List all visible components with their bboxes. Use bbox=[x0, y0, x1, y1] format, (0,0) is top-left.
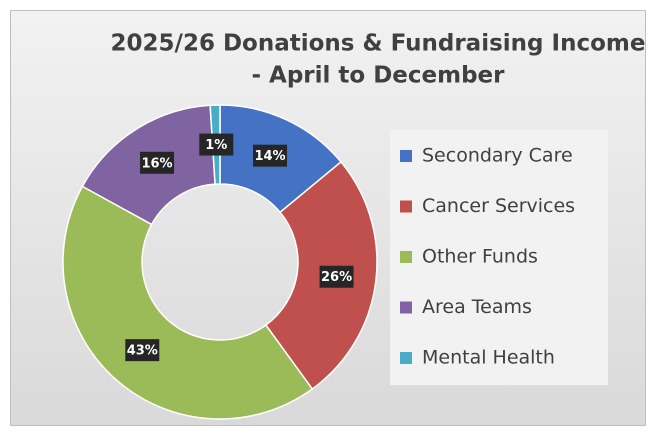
legend-label: Area Teams bbox=[422, 296, 532, 318]
legend-swatch bbox=[400, 301, 412, 314]
chart-title: 2025/26 Donations & Fundraising Income bbox=[111, 31, 646, 57]
chart-title: - April to December bbox=[251, 63, 505, 89]
legend-label: Mental Health bbox=[422, 347, 555, 369]
legend-label: Secondary Care bbox=[422, 145, 573, 167]
data-label: 14% bbox=[254, 149, 285, 164]
data-label: 26% bbox=[321, 270, 352, 285]
data-label-box bbox=[319, 265, 354, 288]
data-label-box bbox=[199, 133, 234, 156]
legend-swatch bbox=[400, 150, 412, 162]
data-label: 1% bbox=[205, 138, 227, 153]
data-label-box bbox=[140, 151, 175, 174]
legend-label: Cancer Services bbox=[422, 195, 575, 217]
legend-swatch bbox=[400, 251, 412, 263]
data-label: 16% bbox=[141, 156, 172, 171]
data-label-box bbox=[125, 339, 160, 362]
legend-label: Other Funds bbox=[422, 246, 538, 268]
data-label: 43% bbox=[127, 344, 158, 359]
legend-swatch bbox=[400, 200, 412, 213]
legend-box bbox=[390, 130, 608, 385]
data-label-box bbox=[253, 144, 288, 167]
legend-swatch bbox=[400, 352, 412, 364]
